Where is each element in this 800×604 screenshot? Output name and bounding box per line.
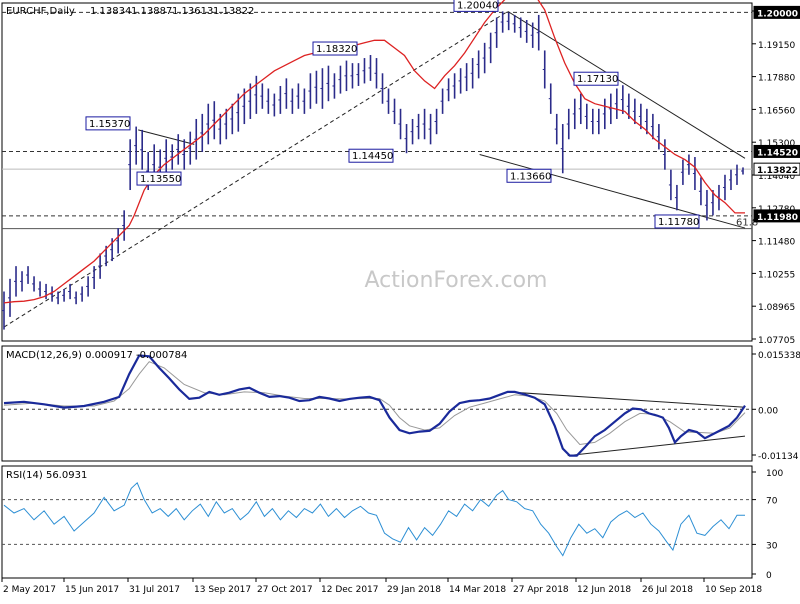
rsi-axis-label: 0	[766, 571, 772, 581]
price-header-open: 1.13834	[90, 6, 131, 17]
watermark-text: ActionForex.com	[365, 268, 548, 293]
level-label: 1.13822	[757, 166, 798, 176]
level-label-box	[753, 5, 800, 19]
macd-panel-frame	[1, 345, 753, 462]
annotation-box	[136, 171, 182, 186]
trendline	[3, 10, 508, 328]
rsi-panel: RSI(14) 56.0931	[2, 470, 752, 557]
price-axis-label: 1.16560	[758, 106, 795, 116]
price-axis-label: 1.19150	[758, 41, 795, 51]
macd-trendline	[507, 391, 746, 408]
rsi-axis-label: 30	[766, 541, 778, 551]
x-axis-label: 27 Apr 2018	[513, 585, 569, 595]
macd-axis-label: 0.00	[758, 406, 778, 416]
x-axis-label: 15 Jun 2017	[65, 585, 119, 595]
x-axis-label: 13 Sep 2017	[194, 585, 251, 595]
annotation-box	[348, 148, 394, 163]
annotation-box	[573, 71, 619, 86]
annotation-box	[312, 41, 358, 56]
x-axis-label: 29 Jan 2018	[387, 585, 441, 595]
annotation-box	[506, 168, 552, 183]
price-axis-label: 1.08965	[758, 303, 795, 313]
rsi-header: RSI(14) 56.0931	[6, 470, 87, 481]
price-header-close: 1.13822	[213, 6, 254, 17]
x-axis-label: 2 May 2017	[3, 585, 56, 595]
x-axis-label: 31 Jul 2017	[129, 585, 180, 595]
macd-axis-label: -0.01134	[758, 452, 799, 462]
axes: 1.203751.191501.178801.165601.153001.140…	[1, 5, 800, 595]
price-axis-label: 1.14040	[758, 172, 795, 182]
price-axis-label: 1.07705	[758, 336, 795, 346]
price-header-high: 1.13887	[131, 6, 172, 17]
rsi-axis-label: 100	[766, 469, 783, 479]
annotation-label: 1.20040	[457, 0, 498, 11]
annotation-label: 1.11780	[658, 217, 699, 228]
macd-axis-label: 0.015338	[758, 351, 800, 361]
annotation-label: 1.18320	[316, 44, 357, 55]
panel-frames	[1, 2, 753, 579]
x-axis-label: 27 Oct 2017	[257, 585, 313, 595]
annotation-label: 1.13550	[140, 174, 181, 185]
price-axis-label: 1.17880	[758, 74, 795, 84]
price-panel-frame	[1, 2, 753, 342]
annotation-box	[453, 0, 499, 12]
trendline	[507, 10, 746, 159]
price-axis-label: 1.10255	[758, 270, 795, 280]
level-label-box	[753, 209, 800, 223]
macd-panel: MACD(12,26,9) 0.000917 -0.000784	[2, 350, 752, 457]
level-label-box	[753, 144, 800, 158]
macd-line	[3, 354, 746, 457]
macd-header: MACD(12,26,9) 0.000917 -0.000784	[6, 350, 187, 361]
price-axis-label: 1.11480	[758, 238, 795, 248]
fib-label: 61.8	[736, 218, 758, 229]
price-axis-label: 1.15300	[758, 139, 795, 149]
price-header-symbol: EURCHF,Daily	[6, 6, 75, 17]
x-axis-label: 10 Sep 2018	[705, 585, 762, 595]
price-header-low: 1.13613	[172, 6, 213, 17]
annotation-label: 1.17130	[577, 74, 618, 85]
rsi-axis-label: 70	[766, 497, 778, 507]
level-label: 1.11980	[757, 213, 798, 223]
price-panel: ActionForex.com EURCHF,Daily 1.13834 1.1388…	[2, 0, 758, 330]
annotation-label: 1.15370	[89, 119, 130, 130]
rsi-panel-frame	[1, 465, 753, 579]
x-axis-label: 12 Dec 2017	[321, 585, 379, 595]
annotation-label: 1.14450	[352, 151, 393, 162]
x-axis-label: 12 Jun 2018	[577, 585, 631, 595]
level-label: 1.14520	[757, 148, 798, 158]
annotation-box	[654, 214, 700, 229]
level-label: 1.20000	[757, 9, 798, 19]
trendline	[479, 154, 746, 229]
x-axis-label: 26 Jul 2018	[642, 585, 693, 595]
macd-trendline	[567, 435, 746, 457]
x-axis-label: 14 Mar 2018	[449, 585, 506, 595]
level-label-box	[753, 162, 800, 176]
rsi-line	[3, 481, 745, 557]
annotation-box	[85, 116, 131, 131]
annotation-label: 1.13660	[510, 171, 551, 182]
moving-average-line	[3, 0, 745, 304]
